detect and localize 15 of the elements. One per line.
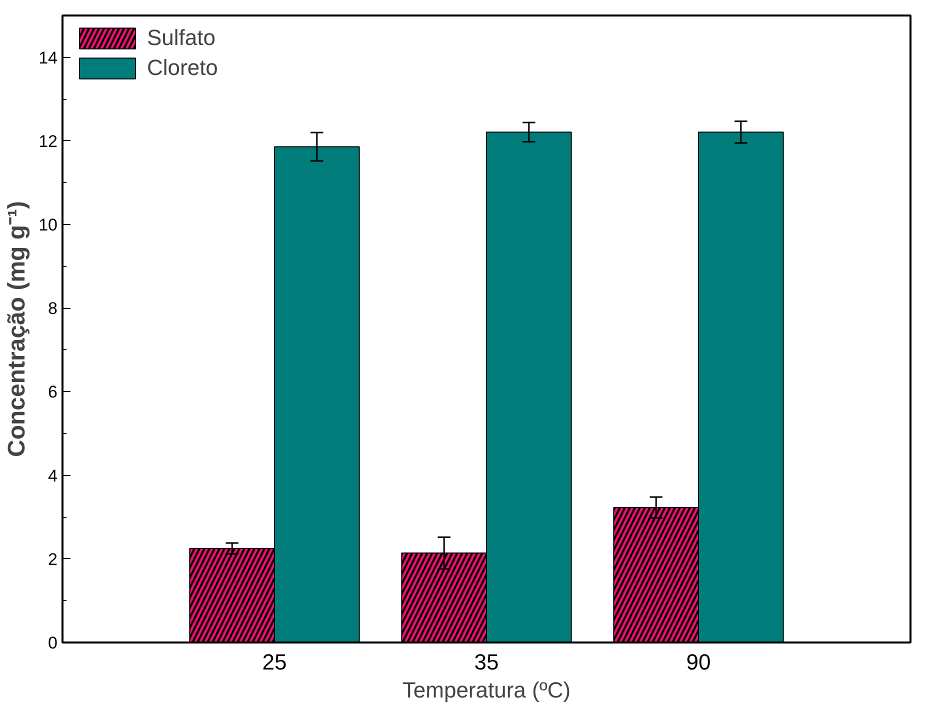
y-tick-label: 8 <box>48 299 58 318</box>
y-tick-label: 14 <box>38 48 58 68</box>
y-tick-label: 12 <box>38 132 58 151</box>
y-tick-label: 10 <box>38 216 58 234</box>
y-tick-label: 4 <box>48 466 58 486</box>
y-tick-label: 0 <box>48 634 58 652</box>
legend-label: Cloreto <box>147 55 218 81</box>
x-tick-label: 90 <box>686 650 711 674</box>
y-axis-title: Concentração (mg g⁻¹) <box>4 200 31 458</box>
legend-label: Sulfato <box>147 25 216 51</box>
x-tick-label: 25 <box>262 650 287 674</box>
x-tick-label: 35 <box>474 650 499 674</box>
y-tick-label: 6 <box>48 382 58 402</box>
y-tick-label: 2 <box>48 550 58 569</box>
x-axis-title: Temperatura (ºC) <box>402 678 571 702</box>
